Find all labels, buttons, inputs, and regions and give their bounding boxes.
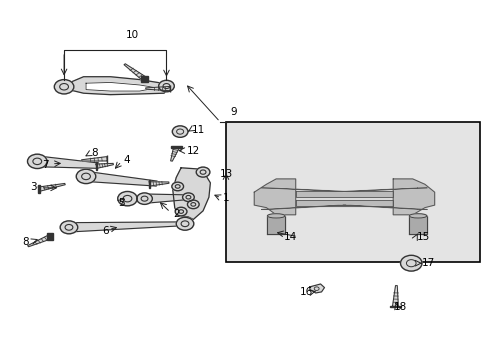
Polygon shape xyxy=(295,200,392,206)
Polygon shape xyxy=(81,157,107,161)
Circle shape xyxy=(137,193,152,204)
Circle shape xyxy=(176,217,193,230)
Ellipse shape xyxy=(267,214,285,218)
Circle shape xyxy=(158,80,174,92)
Text: 2: 2 xyxy=(173,209,179,219)
Polygon shape xyxy=(342,188,427,192)
Text: 9: 9 xyxy=(230,107,237,117)
Polygon shape xyxy=(124,64,146,81)
Text: 11: 11 xyxy=(191,125,204,135)
Text: 17: 17 xyxy=(421,258,434,268)
Circle shape xyxy=(196,167,209,177)
Polygon shape xyxy=(85,171,157,186)
Polygon shape xyxy=(38,184,65,191)
Polygon shape xyxy=(267,216,285,234)
Polygon shape xyxy=(392,179,434,215)
Polygon shape xyxy=(47,234,53,240)
Polygon shape xyxy=(171,146,181,148)
Polygon shape xyxy=(144,194,188,203)
Circle shape xyxy=(171,182,183,191)
Circle shape xyxy=(172,126,187,137)
Circle shape xyxy=(182,193,194,202)
Polygon shape xyxy=(342,205,427,210)
Polygon shape xyxy=(141,76,148,82)
Polygon shape xyxy=(28,235,51,247)
Text: 1: 1 xyxy=(222,193,229,203)
Circle shape xyxy=(400,255,421,271)
Circle shape xyxy=(187,200,199,209)
Text: 6: 6 xyxy=(102,226,109,236)
Circle shape xyxy=(175,207,186,216)
Text: 7: 7 xyxy=(42,160,49,170)
Text: 12: 12 xyxy=(186,145,200,156)
Text: 10: 10 xyxy=(125,30,139,40)
Polygon shape xyxy=(68,222,185,232)
Polygon shape xyxy=(172,168,210,220)
Polygon shape xyxy=(261,188,345,192)
Circle shape xyxy=(118,192,137,206)
Polygon shape xyxy=(86,82,157,91)
Polygon shape xyxy=(96,163,113,168)
Text: 15: 15 xyxy=(415,232,429,242)
Ellipse shape xyxy=(408,214,426,218)
Circle shape xyxy=(60,221,78,234)
Circle shape xyxy=(54,80,74,94)
Polygon shape xyxy=(95,162,97,170)
Polygon shape xyxy=(392,285,398,306)
Polygon shape xyxy=(170,147,179,161)
Circle shape xyxy=(27,154,47,168)
Polygon shape xyxy=(106,155,107,163)
Polygon shape xyxy=(254,179,295,215)
Polygon shape xyxy=(37,156,99,168)
Polygon shape xyxy=(149,180,150,188)
Text: 8: 8 xyxy=(91,148,98,158)
Polygon shape xyxy=(309,284,324,293)
Text: 4: 4 xyxy=(123,155,129,165)
Bar xyxy=(225,122,479,262)
Polygon shape xyxy=(145,86,170,91)
Text: 16: 16 xyxy=(300,287,313,297)
Text: 14: 14 xyxy=(284,232,297,242)
Text: 13: 13 xyxy=(219,168,232,179)
Polygon shape xyxy=(149,182,168,186)
Circle shape xyxy=(76,169,96,184)
Polygon shape xyxy=(38,185,41,193)
Polygon shape xyxy=(64,77,168,95)
Polygon shape xyxy=(295,192,392,197)
Text: 8: 8 xyxy=(22,237,29,247)
Text: 18: 18 xyxy=(393,302,407,312)
Polygon shape xyxy=(261,205,345,210)
Polygon shape xyxy=(408,216,426,234)
Text: 3: 3 xyxy=(30,182,37,192)
Text: 5: 5 xyxy=(118,198,124,208)
